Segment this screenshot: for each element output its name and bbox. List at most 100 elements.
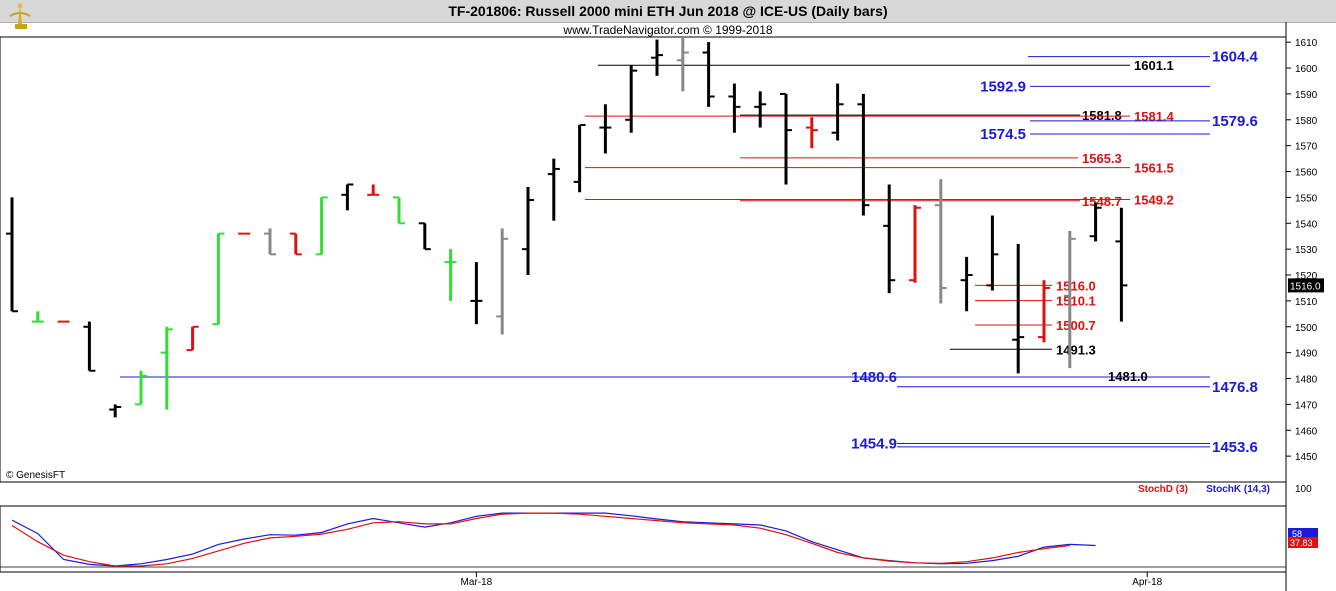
ohlc-bar (780, 92, 792, 185)
stoch-line-k (11, 512, 1096, 567)
y-tick-label: 1450 (1295, 452, 1318, 463)
y-tick-label: 1550 (1295, 193, 1318, 204)
y-tick-label: 1530 (1295, 245, 1318, 256)
stochd-value-label: 37.83 (1290, 538, 1313, 548)
level-label-1480.6: 1480.6 (851, 369, 897, 386)
ohlc-bar (909, 205, 921, 283)
y-tick-label: 1520 (1295, 271, 1318, 282)
ohlc-bar (831, 83, 844, 141)
level-label-1491.3: 1491.3 (1056, 342, 1096, 357)
ohlc-bar (1089, 202, 1102, 242)
level-label-1581.4: 1581.4 (1134, 109, 1175, 124)
ohlc-bar (315, 196, 328, 256)
stoch-y-tick-label: 100 (1295, 484, 1312, 495)
ohlc-bar (393, 196, 405, 225)
ohlc-bar (1063, 231, 1076, 369)
y-tick-label: 1510 (1295, 297, 1318, 308)
legend-stochk: StochK (14,3) (1206, 484, 1270, 495)
stochk-value-box (1288, 528, 1318, 539)
copyright-text: www.TradeNavigator.com © 1999-2018 (562, 23, 772, 37)
ohlc-bar (470, 262, 483, 325)
ohlc-bar (186, 325, 199, 352)
ohlc-bar (31, 311, 44, 323)
x-tick-label: Apr-18 (1132, 577, 1162, 588)
legend-stochd: StochD (3) (1138, 484, 1188, 495)
y-tick-label: 1500 (1295, 323, 1318, 334)
x-tick-label: Mar-18 (461, 577, 493, 588)
level-label-1481.0: 1481.0 (1108, 369, 1148, 384)
level-label-1510.1: 1510.1 (1056, 294, 1096, 309)
price-panel-frame (0, 36, 1287, 483)
level-label-1601.1: 1601.1 (1134, 58, 1174, 73)
ohlc-bar (625, 65, 638, 133)
y-tick-label: 1610 (1295, 38, 1318, 49)
y-tick-label: 1490 (1295, 349, 1318, 360)
ohlc-bar (160, 326, 173, 410)
ohlc-bar (367, 184, 380, 196)
ohlc-bar (289, 232, 302, 256)
ohlc-bar (264, 228, 276, 256)
ohlc-bar (6, 197, 18, 313)
ohlc-bar (109, 404, 122, 418)
y-tick-label: 1600 (1295, 64, 1318, 75)
ohlc-bar (1012, 243, 1025, 374)
level-label-1565.3: 1565.3 (1082, 151, 1122, 166)
last-price-box (1288, 278, 1324, 293)
ohlc-bar (341, 183, 354, 211)
level-label-1592.9: 1592.9 (980, 78, 1026, 95)
level-label-1604.4: 1604.4 (1212, 49, 1259, 66)
ohlc-bar (599, 104, 612, 154)
ohlc-bar (522, 187, 534, 276)
ohlc-bar (728, 83, 741, 133)
level-label-1516.0: 1516.0 (1056, 278, 1096, 293)
y-tick-label: 1560 (1295, 168, 1318, 179)
ohlc-bar (1038, 280, 1050, 343)
ohlc-bar (754, 91, 767, 128)
level-label-1581.8: 1581.8 (1082, 108, 1122, 123)
level-label-1561.5: 1561.5 (1134, 161, 1174, 176)
stoch-line-d (11, 512, 1070, 567)
y-tick-label: 1470 (1295, 400, 1318, 411)
ohlc-bar (676, 37, 689, 92)
stochk-value-label: 58 (1292, 529, 1302, 539)
chart-title: TF-201806: Russell 2000 mini ETH Jun 201… (448, 3, 888, 19)
level-label-1549.2: 1549.2 (1134, 192, 1174, 207)
level-label-1548.7: 1548.7 (1082, 194, 1122, 209)
y-tick-label: 1590 (1295, 90, 1318, 101)
watermark-text: © GenesisFT (6, 470, 65, 481)
ohlc-bar (883, 184, 896, 294)
ohlc-bar (702, 42, 715, 107)
ohlc-bar (83, 321, 96, 372)
title-bar: TF-201806: Russell 2000 mini ETH Jun 201… (0, 0, 1336, 23)
y-tick-label: 1460 (1295, 426, 1318, 437)
ohlc-bar (986, 215, 999, 291)
last-price-label: 1516.0 (1290, 281, 1321, 292)
stochd-value-box (1288, 537, 1318, 548)
level-label-1500.7: 1500.7 (1056, 318, 1096, 333)
ohlc-bar (857, 93, 870, 216)
y-tick-label: 1480 (1295, 375, 1318, 386)
ohlc-bar (960, 256, 973, 312)
ohlc-bar (805, 117, 818, 149)
ohlc-bar (496, 228, 509, 335)
level-label-1476.8: 1476.8 (1212, 379, 1258, 396)
level-label-1574.5: 1574.5 (980, 126, 1026, 143)
ohlc-bar (547, 158, 560, 221)
ohlc-bar (212, 232, 225, 326)
y-tick-label: 1580 (1295, 116, 1318, 127)
ohlc-bar (1115, 207, 1128, 322)
trade-navigator-logo-icon (9, 3, 31, 29)
stoch-panel-frame (0, 505, 1287, 573)
ohlc-bar (934, 179, 947, 304)
level-label-1579.6: 1579.6 (1212, 113, 1258, 130)
y-tick-label: 1540 (1295, 219, 1318, 230)
ohlc-bar (418, 222, 431, 251)
ohlc-bar (135, 370, 147, 406)
y-tick-label: 1570 (1295, 142, 1318, 153)
ohlc-bar (573, 123, 586, 193)
level-label-1454.9: 1454.9 (851, 435, 897, 452)
level-label-1453.6: 1453.6 (1212, 439, 1258, 456)
ohlc-bar (651, 39, 663, 76)
